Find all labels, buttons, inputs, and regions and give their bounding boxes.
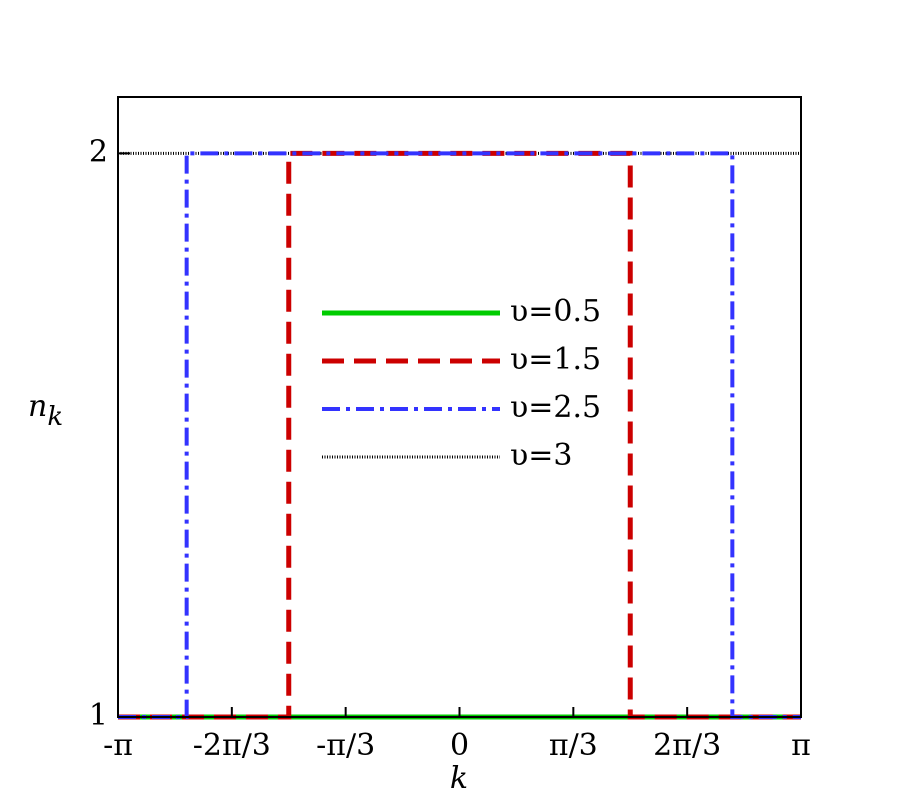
y-axis-label-base: n — [28, 389, 47, 424]
x-axis-label: k — [450, 761, 468, 796]
x-tick-label: 0 — [450, 728, 469, 763]
y-axis-label: nk — [28, 389, 63, 432]
y-tick-label: 2 — [89, 134, 108, 169]
legend-label: υ=3 — [510, 438, 572, 473]
y-axis-label-subscript: k — [47, 402, 63, 432]
series-line — [118, 150, 801, 720]
legend-label: υ=2.5 — [510, 390, 601, 425]
x-tick-label: π/3 — [549, 728, 598, 763]
y-tick-label: 1 — [89, 698, 108, 733]
x-tick-label: -2π/3 — [193, 728, 271, 763]
legend-label: υ=0.5 — [510, 294, 601, 329]
legend-label: υ=1.5 — [510, 342, 601, 377]
series-line — [118, 151, 801, 719]
x-tick-label: π — [791, 728, 811, 763]
x-tick-label: -π/3 — [316, 728, 375, 763]
x-tick-label: 2π/3 — [653, 728, 721, 763]
x-tick-label: -π — [103, 728, 133, 763]
